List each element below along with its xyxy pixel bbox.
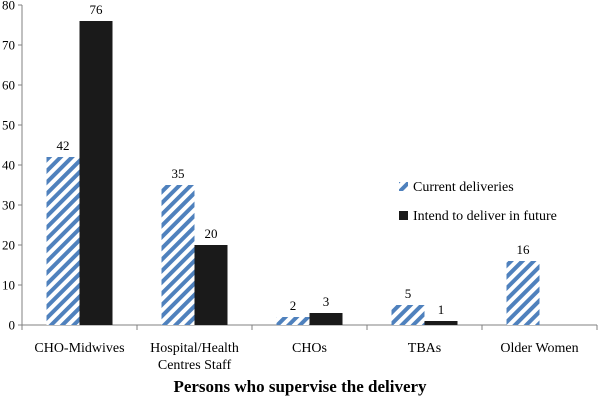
y-tick-label: 20	[2, 238, 15, 253]
y-tick-label: 80	[2, 0, 15, 13]
chart-bars	[46, 21, 540, 325]
x-category-label: CHO-Midwives	[34, 341, 124, 356]
y-tick-label: 70	[2, 38, 15, 53]
data-label: 2	[290, 298, 297, 313]
y-tick-label: 40	[2, 158, 15, 173]
data-label: 35	[172, 166, 185, 181]
data-label: 5	[405, 286, 412, 301]
legend-label: Current deliveries	[413, 180, 514, 195]
x-category-label: Hospital/Health	[150, 341, 239, 356]
y-tick-label: 10	[2, 278, 15, 293]
chart-labels: CHO-Midwives Hospital/Health Centres Staff…	[34, 2, 578, 373]
bar-intend-future	[424, 321, 458, 325]
legend-swatch	[399, 182, 408, 191]
bar-intend-future	[309, 313, 343, 325]
bar-current-deliveries	[161, 185, 195, 325]
bar-intend-future	[79, 21, 113, 325]
legend-swatch	[399, 211, 408, 220]
y-tick-label: 0	[9, 318, 16, 333]
bar-current-deliveries	[276, 317, 310, 325]
y-tick-label: 60	[2, 78, 15, 93]
chart-axes: 0 10 20 30 40 50 60 70 80	[2, 0, 598, 333]
data-label: 42	[57, 138, 70, 153]
x-category-label: CHOs	[292, 341, 327, 356]
legend-label: Intend to deliver in future	[413, 209, 557, 224]
data-label: 16	[517, 242, 531, 257]
data-label: 20	[205, 226, 218, 241]
chart-legend: Current deliveries Intend to deliver in f…	[399, 180, 557, 224]
x-category-label: Centres Staff	[158, 358, 232, 373]
y-tick-label: 50	[2, 118, 15, 133]
bar-current-deliveries	[391, 305, 425, 325]
y-tick-label: 30	[2, 198, 15, 213]
bar-intend-future	[194, 245, 228, 325]
x-category-label: Older Women	[500, 341, 578, 356]
data-label: 1	[438, 302, 445, 317]
data-label: 3	[323, 294, 330, 309]
x-category-label: TBAs	[408, 341, 441, 356]
bar-current-deliveries	[46, 157, 80, 325]
x-axis-title: Persons who supervise the delivery	[173, 377, 427, 396]
bar-current-deliveries	[506, 261, 540, 325]
data-label: 76	[90, 2, 104, 17]
